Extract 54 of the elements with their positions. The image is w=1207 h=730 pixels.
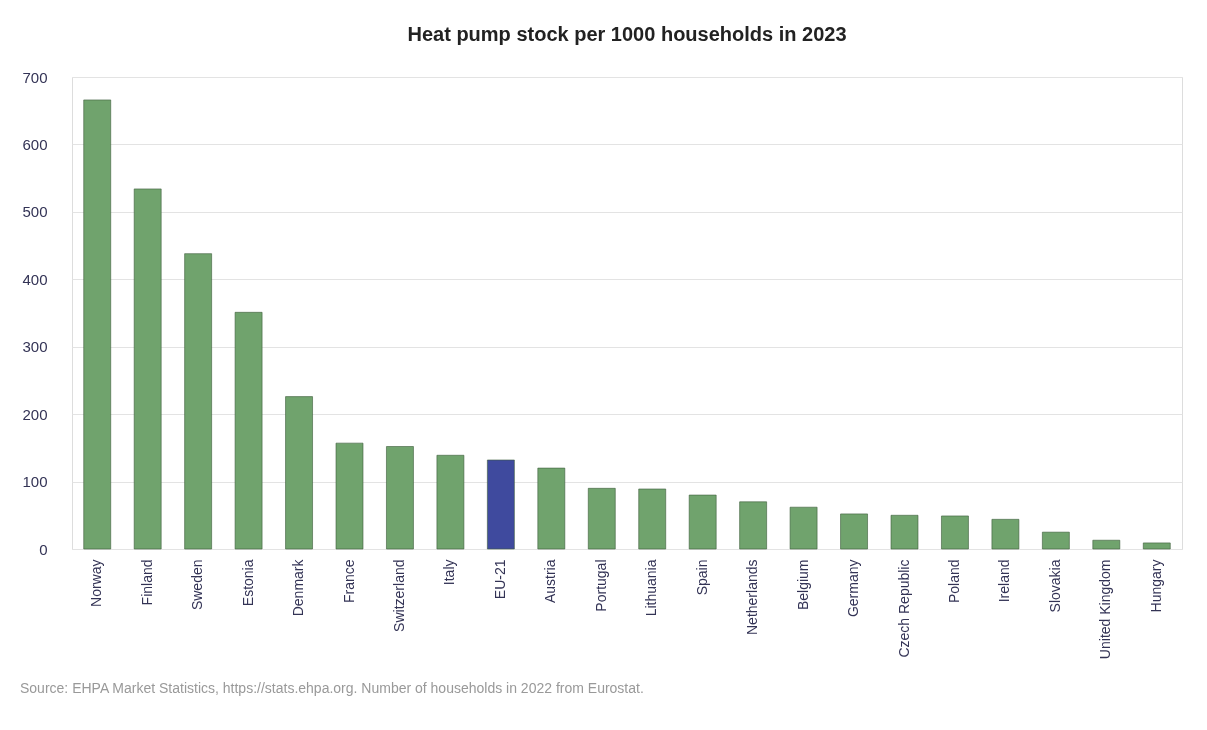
x-tick-label: EU-21: [491, 559, 508, 600]
x-tick-label: Finland: [138, 559, 155, 606]
x-tick-label: Denmark: [290, 558, 307, 617]
bar: [688, 494, 717, 550]
y-tick-label: 700: [22, 68, 48, 86]
x-tick-label: France: [340, 559, 357, 604]
x-tick-label: Lithuania: [643, 559, 660, 617]
bar: [587, 488, 616, 550]
chart-title: Heat pump stock per 1000 households in 2023: [407, 23, 847, 45]
x-tick-label: Poland: [945, 559, 962, 604]
x-tick-label: Estonia: [239, 559, 256, 607]
y-tick-label: 600: [22, 135, 48, 153]
y-tick-label: 500: [22, 203, 48, 221]
bar: [840, 513, 868, 550]
bar: [234, 312, 263, 550]
bar: [890, 514, 919, 550]
x-tick-label: United Kingdom: [1097, 559, 1114, 660]
bar: [436, 454, 465, 550]
bar: [133, 188, 162, 550]
x-tick-label: Spain: [693, 559, 710, 596]
y-tick-label: 100: [22, 473, 48, 491]
bar: [285, 396, 313, 550]
x-tick-label: Czech Republic: [895, 559, 912, 658]
x-tick-label: Hungary: [1147, 559, 1164, 613]
y-tick-label: 0: [39, 540, 48, 558]
x-tick-label: Belgium: [794, 559, 811, 611]
x-tick-label: Ireland: [996, 559, 1013, 603]
bar: [335, 442, 364, 550]
x-tick-label: Germany: [845, 559, 862, 618]
bar: [638, 488, 667, 550]
bar: [739, 501, 767, 550]
x-tick-label: Switzerland: [390, 559, 407, 632]
y-tick-label: 200: [22, 405, 48, 423]
bar: [487, 459, 515, 550]
bar: [991, 519, 1020, 550]
x-tick-label: Austria: [542, 559, 559, 604]
x-tick-label: Sweden: [189, 559, 206, 611]
x-tick-label: Norway: [88, 559, 105, 607]
y-tick-label: 300: [22, 338, 48, 356]
bar: [1142, 542, 1171, 550]
bar: [386, 446, 414, 550]
x-tick-label: Slovakia: [1046, 559, 1063, 613]
bar: [789, 506, 818, 550]
source-note: Source: EHPA Market Statistics, https://stats.ehpa.org. Number of households in 2022 from Eurostat.: [20, 680, 644, 696]
bar: [184, 253, 212, 550]
x-tick-label: Portugal: [592, 559, 609, 612]
x-tick-label: Italy: [441, 559, 458, 586]
bar: [83, 99, 112, 550]
y-tick-label: 400: [22, 270, 48, 288]
bar: [1042, 531, 1070, 550]
x-tick-label: Netherlands: [744, 559, 761, 635]
bar: [1092, 539, 1121, 550]
bar: [941, 515, 969, 550]
bar: [537, 467, 566, 550]
